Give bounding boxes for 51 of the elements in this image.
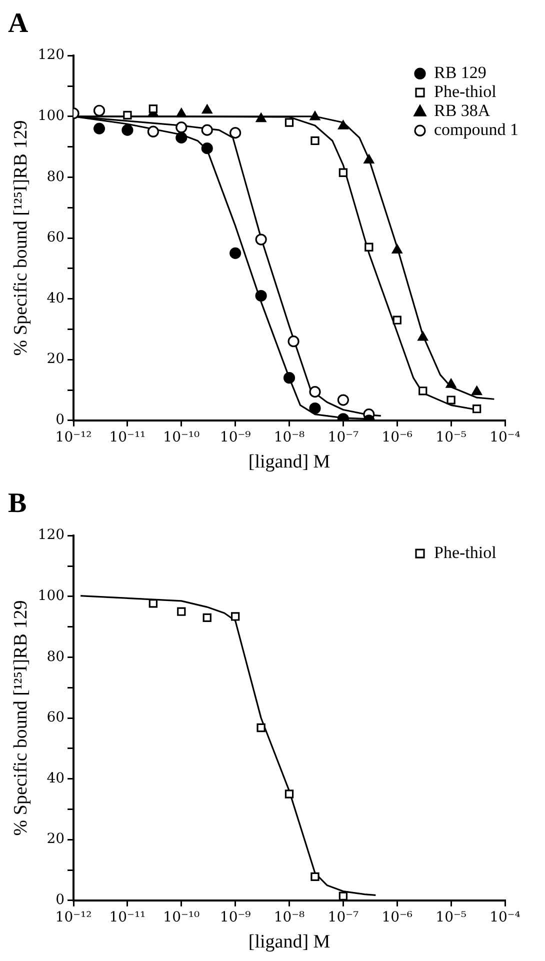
- x-tick-label: 10⁻¹⁰: [163, 429, 200, 446]
- chart-title: A: [8, 8, 29, 40]
- x-tick-label: 10⁻¹²: [55, 909, 92, 926]
- legend-label: RB 129: [434, 63, 486, 82]
- x-tick-label: 10⁻⁴: [490, 909, 521, 926]
- x-axis-title: [ligand] M: [248, 932, 330, 953]
- y-tick-label: 100: [38, 108, 65, 124]
- x-tick-label: 10⁻⁹: [220, 909, 252, 926]
- point: [310, 872, 320, 882]
- x-tick-label: 10⁻¹¹: [109, 909, 146, 926]
- y-tick-label: 120: [38, 47, 65, 64]
- y-tick-label: 20: [46, 831, 65, 848]
- legend-label: RB 38A: [434, 101, 491, 120]
- y-axis-title: % Specific bound [¹²⁵I]RB 129: [10, 600, 32, 836]
- x-axis-title: [ligand] M: [248, 452, 330, 473]
- y-tick-label: 80: [46, 648, 65, 665]
- chart-title: B: [8, 488, 27, 520]
- point: [284, 790, 294, 798]
- y-tick-label: 0: [56, 412, 65, 428]
- x-tick-label: 10⁻⁶: [382, 909, 413, 926]
- y-axis-title: % Specific bound [¹²⁵I]RB 129: [10, 120, 32, 356]
- point: [256, 723, 266, 732]
- x-tick-label: 10⁻⁴: [490, 429, 521, 446]
- y-tick-label: 120: [38, 527, 65, 544]
- x-tick-label: 10⁻⁶: [382, 429, 413, 446]
- x-tick-label: 10⁻⁹: [220, 429, 252, 446]
- x-tick-label: 10⁻¹²: [55, 429, 92, 446]
- x-tick-label: 10⁻⁵: [436, 429, 467, 446]
- y-tick-label: 0: [56, 892, 65, 908]
- y-tick-label: 80: [46, 168, 65, 185]
- y-tick-label: 20: [46, 351, 65, 368]
- x-tick-label: 10⁻⁸: [274, 429, 306, 446]
- x-tick-label: 10⁻¹¹: [109, 429, 146, 446]
- point: [230, 612, 240, 621]
- point: [338, 892, 348, 900]
- y-tick-label: 40: [46, 290, 65, 306]
- x-tick-label: 10⁻¹⁰: [163, 909, 200, 926]
- point: [202, 613, 212, 622]
- x-tick-label: 10⁻⁵: [436, 909, 467, 926]
- x-tick-label: 10⁻⁷: [328, 909, 359, 926]
- y-tick-label: 100: [38, 588, 65, 604]
- y-tick-label: 60: [46, 230, 65, 246]
- point: [177, 607, 186, 616]
- legend-label: Phe-thiol: [434, 543, 497, 562]
- y-tick-label: 60: [46, 710, 65, 726]
- point: [148, 599, 158, 608]
- legend-label: Phe-thiol: [434, 82, 497, 102]
- y-tick-label: 40: [46, 770, 65, 786]
- x-tick-label: 10⁻⁷: [328, 429, 359, 446]
- x-tick-label: 10⁻⁸: [274, 909, 306, 926]
- legend-label: compound 1: [434, 120, 519, 140]
